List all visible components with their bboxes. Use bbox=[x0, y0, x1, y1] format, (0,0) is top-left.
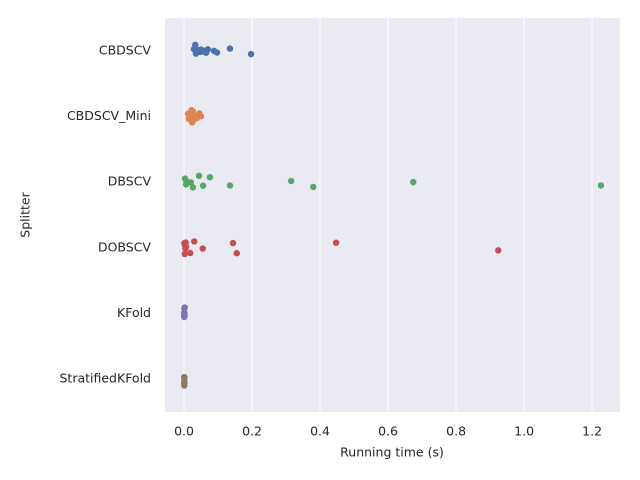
point bbox=[181, 250, 188, 258]
plot-area bbox=[165, 18, 620, 412]
x-tick-label: 0.4 bbox=[310, 424, 330, 439]
y-tick-label: DOBSCV bbox=[98, 239, 151, 254]
point bbox=[181, 312, 188, 320]
x-tick-label: 1.2 bbox=[582, 424, 602, 439]
y-axis-label: Splitter bbox=[18, 191, 33, 237]
point bbox=[199, 182, 207, 189]
point bbox=[189, 108, 197, 115]
point bbox=[597, 182, 605, 189]
point bbox=[233, 250, 240, 257]
point bbox=[187, 179, 195, 186]
y-tick-label: StratifiedKFold bbox=[59, 371, 151, 386]
point bbox=[195, 172, 203, 180]
x-tick-label: 1.0 bbox=[514, 424, 534, 439]
point bbox=[189, 184, 197, 191]
y-tick-label: CBDSCV_Mini bbox=[67, 108, 151, 123]
x-tick-label: 0.6 bbox=[378, 424, 398, 439]
point bbox=[332, 239, 340, 246]
point bbox=[226, 182, 234, 189]
y-tick-label: KFold bbox=[117, 305, 151, 320]
point bbox=[181, 304, 188, 311]
point bbox=[197, 113, 205, 120]
x-tick-label: 0.0 bbox=[174, 424, 194, 439]
point bbox=[191, 238, 198, 245]
point bbox=[204, 46, 212, 53]
point bbox=[181, 379, 188, 387]
x-tick-label: 0.8 bbox=[446, 424, 466, 439]
y-tick-label: DBSCV bbox=[108, 174, 152, 189]
point bbox=[247, 50, 255, 58]
y-tick-label: CBDSCV bbox=[99, 42, 152, 57]
point bbox=[287, 177, 295, 185]
point bbox=[181, 374, 188, 381]
point bbox=[186, 249, 194, 257]
point bbox=[182, 243, 190, 250]
point bbox=[206, 173, 214, 181]
point bbox=[199, 245, 206, 252]
point bbox=[495, 247, 502, 254]
x-axis-label: Running time (s) bbox=[340, 445, 444, 460]
point bbox=[229, 239, 237, 247]
point bbox=[310, 183, 317, 191]
x-tick-label: 0.2 bbox=[242, 424, 262, 439]
point bbox=[226, 45, 234, 52]
point bbox=[410, 178, 417, 186]
point bbox=[213, 49, 221, 56]
point bbox=[192, 41, 199, 49]
